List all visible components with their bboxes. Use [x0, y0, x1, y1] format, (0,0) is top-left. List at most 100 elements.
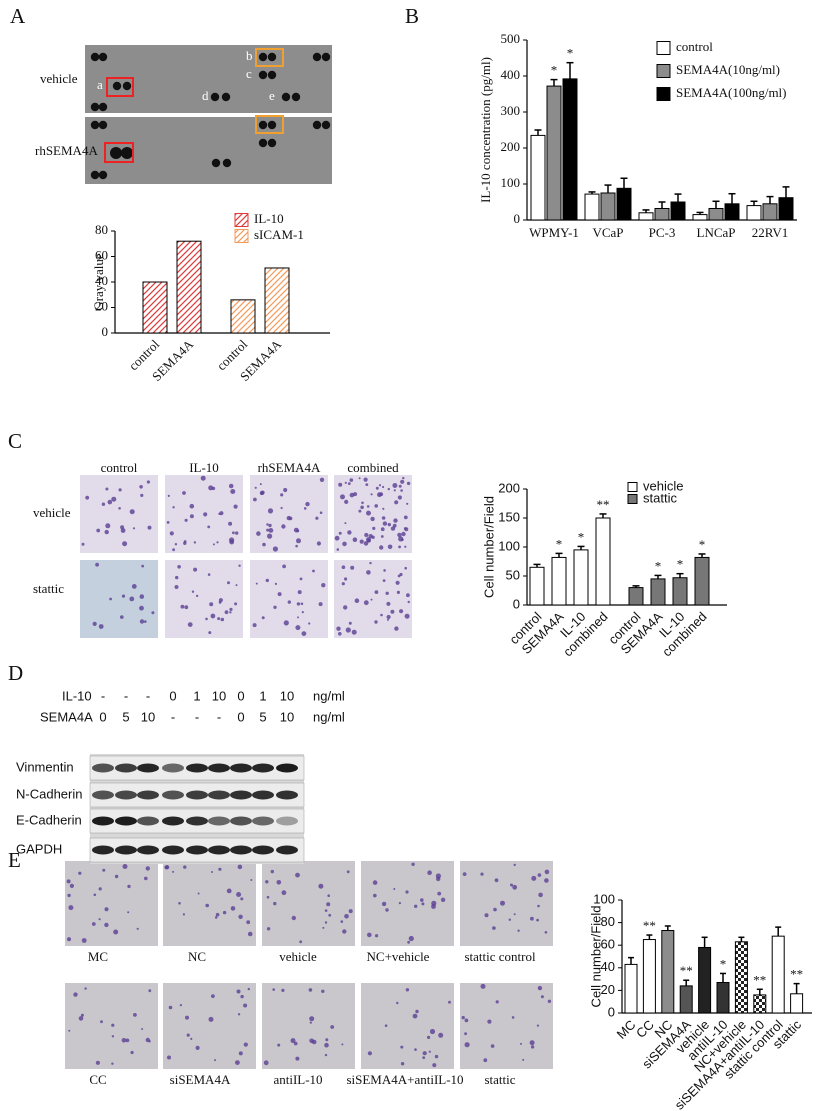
cell: [235, 531, 239, 535]
cell: [510, 883, 513, 887]
cell: [293, 1041, 298, 1046]
cell: [309, 1016, 315, 1022]
x-tick-label: PC-3: [649, 225, 676, 240]
cell: [322, 926, 325, 929]
cell: [359, 539, 364, 544]
bar: [716, 981, 730, 1014]
bar: [708, 207, 724, 221]
cell: [382, 521, 388, 526]
cell: [309, 1021, 312, 1024]
cell: [328, 913, 332, 917]
cell: [464, 1032, 467, 1036]
cell: [342, 929, 347, 934]
highlight-box: [104, 142, 134, 163]
band: [230, 763, 252, 773]
cell: [517, 929, 520, 932]
cell: [364, 532, 369, 538]
cell: [406, 481, 411, 486]
cell: [78, 1016, 84, 1021]
cell: [432, 1063, 437, 1068]
cell: [361, 501, 364, 505]
cell: [513, 863, 516, 867]
cell: [319, 511, 323, 514]
cell: [259, 483, 262, 486]
cell: [266, 927, 271, 931]
panel-label: C: [8, 429, 22, 453]
cell: [127, 884, 131, 889]
header-value: 1: [259, 688, 266, 703]
cell: [270, 869, 274, 874]
cell: [397, 574, 401, 578]
header-value: 5: [122, 709, 129, 724]
cell: [344, 577, 348, 581]
highlight-box: [106, 77, 134, 97]
cell: [324, 1053, 328, 1057]
cell: [327, 894, 331, 897]
cell: [344, 914, 349, 919]
image-label: antiIL-10: [273, 1072, 322, 1087]
cell: [290, 1038, 296, 1044]
cell: [338, 482, 343, 487]
cell: [544, 878, 549, 883]
header-value: 5: [259, 709, 266, 724]
cell: [66, 937, 72, 942]
cell: [363, 541, 369, 546]
cell: [330, 1025, 335, 1029]
cell: [130, 1050, 134, 1055]
spot: [258, 70, 268, 80]
cell: [263, 1060, 269, 1066]
cell: [148, 1040, 151, 1043]
cell: [139, 619, 145, 624]
cell: [392, 483, 398, 488]
cell: [406, 593, 410, 598]
header-value: 0: [169, 688, 176, 703]
cell: [250, 879, 253, 881]
cell: [308, 622, 311, 625]
y-tick-label: 100: [593, 891, 615, 906]
spot: [321, 120, 331, 130]
y-tick-label: 0: [608, 1004, 615, 1019]
cell: [464, 1018, 469, 1023]
bar: [584, 193, 600, 221]
cell: [407, 940, 410, 944]
cell: [85, 495, 90, 500]
cell: [390, 526, 396, 531]
cell: [374, 504, 379, 508]
spot: [98, 52, 108, 62]
cell: [236, 892, 242, 897]
x-tick-label: VCaP: [592, 225, 623, 240]
cell: [66, 879, 71, 884]
y-tick-label: 80: [95, 222, 108, 237]
y-tick-label: 0: [513, 596, 520, 611]
bar: [142, 281, 168, 334]
micrograph: [361, 861, 454, 946]
cell: [293, 527, 299, 533]
cell: [366, 510, 371, 516]
cell: [256, 531, 261, 536]
cell: [461, 1015, 465, 1020]
legend-label: IL-10: [254, 211, 284, 226]
significance: *: [556, 536, 563, 551]
cell: [218, 598, 223, 603]
bar: [650, 578, 666, 606]
image-label: vehicle: [279, 949, 317, 964]
cell: [172, 870, 175, 873]
cell: [422, 1051, 427, 1056]
cell: [414, 904, 418, 908]
cell: [381, 901, 387, 907]
bar: [638, 212, 654, 221]
cell: [291, 915, 296, 921]
cell: [172, 548, 176, 552]
cell: [400, 489, 403, 492]
cell: [228, 483, 234, 489]
legend-swatch: [656, 64, 671, 78]
cell: [93, 893, 97, 897]
cell: [133, 1013, 137, 1017]
cell: [259, 491, 264, 496]
cell: [384, 1024, 388, 1027]
cell: [95, 1060, 100, 1065]
legend-swatch: [656, 87, 671, 101]
cell: [303, 507, 307, 510]
cell: [341, 565, 346, 569]
cell: [287, 600, 291, 604]
